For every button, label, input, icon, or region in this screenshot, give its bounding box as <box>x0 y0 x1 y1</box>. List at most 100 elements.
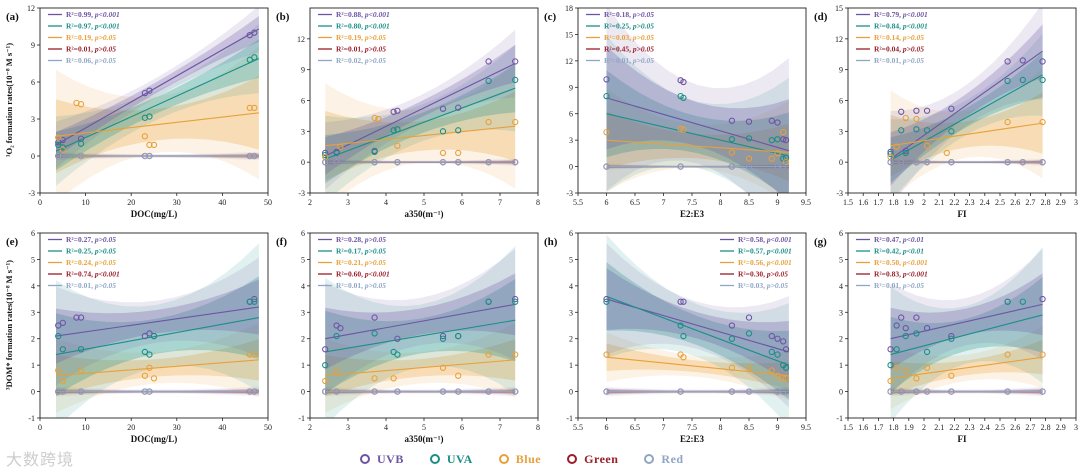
point-blue <box>375 115 382 123</box>
point-red <box>322 159 329 166</box>
point-blue <box>485 351 492 358</box>
point-uva <box>1019 298 1026 305</box>
point-red <box>246 152 253 160</box>
point-uvb <box>455 104 462 111</box>
point-blue <box>913 375 920 382</box>
x-tick-label: 5 <box>422 423 426 432</box>
point-red <box>251 388 258 395</box>
point-red <box>394 159 401 166</box>
point-uvb <box>251 295 258 303</box>
stat-legend-uvb: R²=0.27, p>0.05 <box>66 235 116 244</box>
fit-line-blue <box>890 356 1043 379</box>
point-blue <box>782 159 790 166</box>
y-tick-label: 4 <box>301 282 305 291</box>
point-uva <box>902 149 909 157</box>
point-blue <box>923 364 931 371</box>
y-tick-label: 4 <box>839 282 843 291</box>
x-tick-label: 7.5 <box>687 198 697 207</box>
x-tick-label: 6 <box>460 423 464 432</box>
point-uvb <box>1039 58 1046 65</box>
point-blue <box>371 375 378 382</box>
point-uvb <box>322 346 329 353</box>
x-tick-label: 7 <box>498 198 502 207</box>
stat-legend-red: R²=0.01, p>0.05 <box>66 281 116 290</box>
point-red <box>333 388 340 395</box>
point-blue <box>141 372 149 379</box>
y-axis-label-top: ¹O₂ formation rates(10⁻⁸ M s⁻¹) <box>4 43 14 157</box>
stat-legend-red: R²=0.01, p>0.05 <box>604 56 654 65</box>
y-tick-label: 12 <box>27 4 35 13</box>
point-uvb <box>603 295 610 303</box>
legend-item-red: Red <box>644 452 683 467</box>
y-tick-label: -3 <box>566 189 573 198</box>
fit-line-uva <box>55 58 260 152</box>
x-tick-label: 30 <box>173 198 181 207</box>
point-uva <box>322 151 329 159</box>
point-blue <box>902 367 909 374</box>
x-axis-label: E2:E3 <box>680 434 705 444</box>
y-tick-label: 2 <box>31 335 35 344</box>
point-uvb <box>680 78 687 86</box>
point-red <box>77 152 85 160</box>
point-red <box>1004 388 1011 395</box>
point-blue <box>322 377 329 385</box>
point-uva <box>371 330 378 337</box>
point-blue <box>141 133 149 140</box>
point-uva <box>728 136 736 143</box>
point-uvb <box>728 117 736 124</box>
band-outer-uva <box>606 35 789 193</box>
band-outer-uvb <box>606 8 789 193</box>
stat-legend-green: R²=0.83, p<0.001 <box>874 270 928 279</box>
point-uvb <box>337 324 344 332</box>
point-red <box>55 388 62 395</box>
point-uva <box>898 127 905 134</box>
axes-frame <box>39 232 269 419</box>
legend-label: Green <box>584 451 619 466</box>
point-red <box>371 388 378 395</box>
plot-area <box>322 29 519 193</box>
point-red <box>913 388 920 395</box>
x-tick-label: 1.5 <box>843 198 853 207</box>
point-red <box>455 388 462 395</box>
x-tick-label: 6.5 <box>630 198 640 207</box>
point-red <box>439 388 447 395</box>
point-uva <box>774 351 781 358</box>
x-tick-label: 1.9 <box>904 198 914 207</box>
x-tick-label: 20 <box>127 198 135 207</box>
point-red <box>1039 159 1046 166</box>
point-red <box>948 388 955 395</box>
point-uva <box>768 136 775 144</box>
y-tick-label: 2 <box>839 335 843 344</box>
stat-legend-blue: R²=0.19, p>0.05 <box>66 33 116 42</box>
x-tick-label: 4 <box>384 198 388 207</box>
point-red <box>455 159 462 166</box>
point-uvb <box>59 136 66 144</box>
point-red <box>923 388 931 395</box>
panel-label: (d) <box>814 11 828 23</box>
panel-b: -3 0 3 6 9 12 2 3 4 5 6 7 8 a350(m⁻¹) (b) R²=0.88, p<0.… <box>276 7 540 219</box>
x-tick-label: 2.6 <box>1010 198 1020 207</box>
fit-line-uva <box>890 74 1043 161</box>
point-red <box>923 159 931 166</box>
point-uva <box>913 330 920 337</box>
point-uva <box>485 298 492 305</box>
legend: UVB UVA Blue Green Red <box>360 448 880 470</box>
point-red <box>603 388 610 395</box>
axes-frame <box>39 7 269 194</box>
point-uvb <box>745 118 753 125</box>
point-blue <box>55 134 62 141</box>
point-uva <box>55 141 62 149</box>
y-tick-label: 15 <box>565 30 573 39</box>
x-tick-label: 8.5 <box>744 198 754 207</box>
point-uva <box>333 149 340 157</box>
y-tick-label: 3 <box>31 308 35 317</box>
stat-legend-uvb: R²=0.58, p<0.001 <box>738 235 792 244</box>
y-tick-label: 2 <box>569 335 573 344</box>
point-uvb <box>394 335 401 342</box>
y-tick-label: 6 <box>569 229 573 238</box>
point-uvb <box>782 136 790 144</box>
point-red <box>55 152 62 160</box>
point-red <box>141 388 149 395</box>
point-uvb <box>371 314 378 321</box>
